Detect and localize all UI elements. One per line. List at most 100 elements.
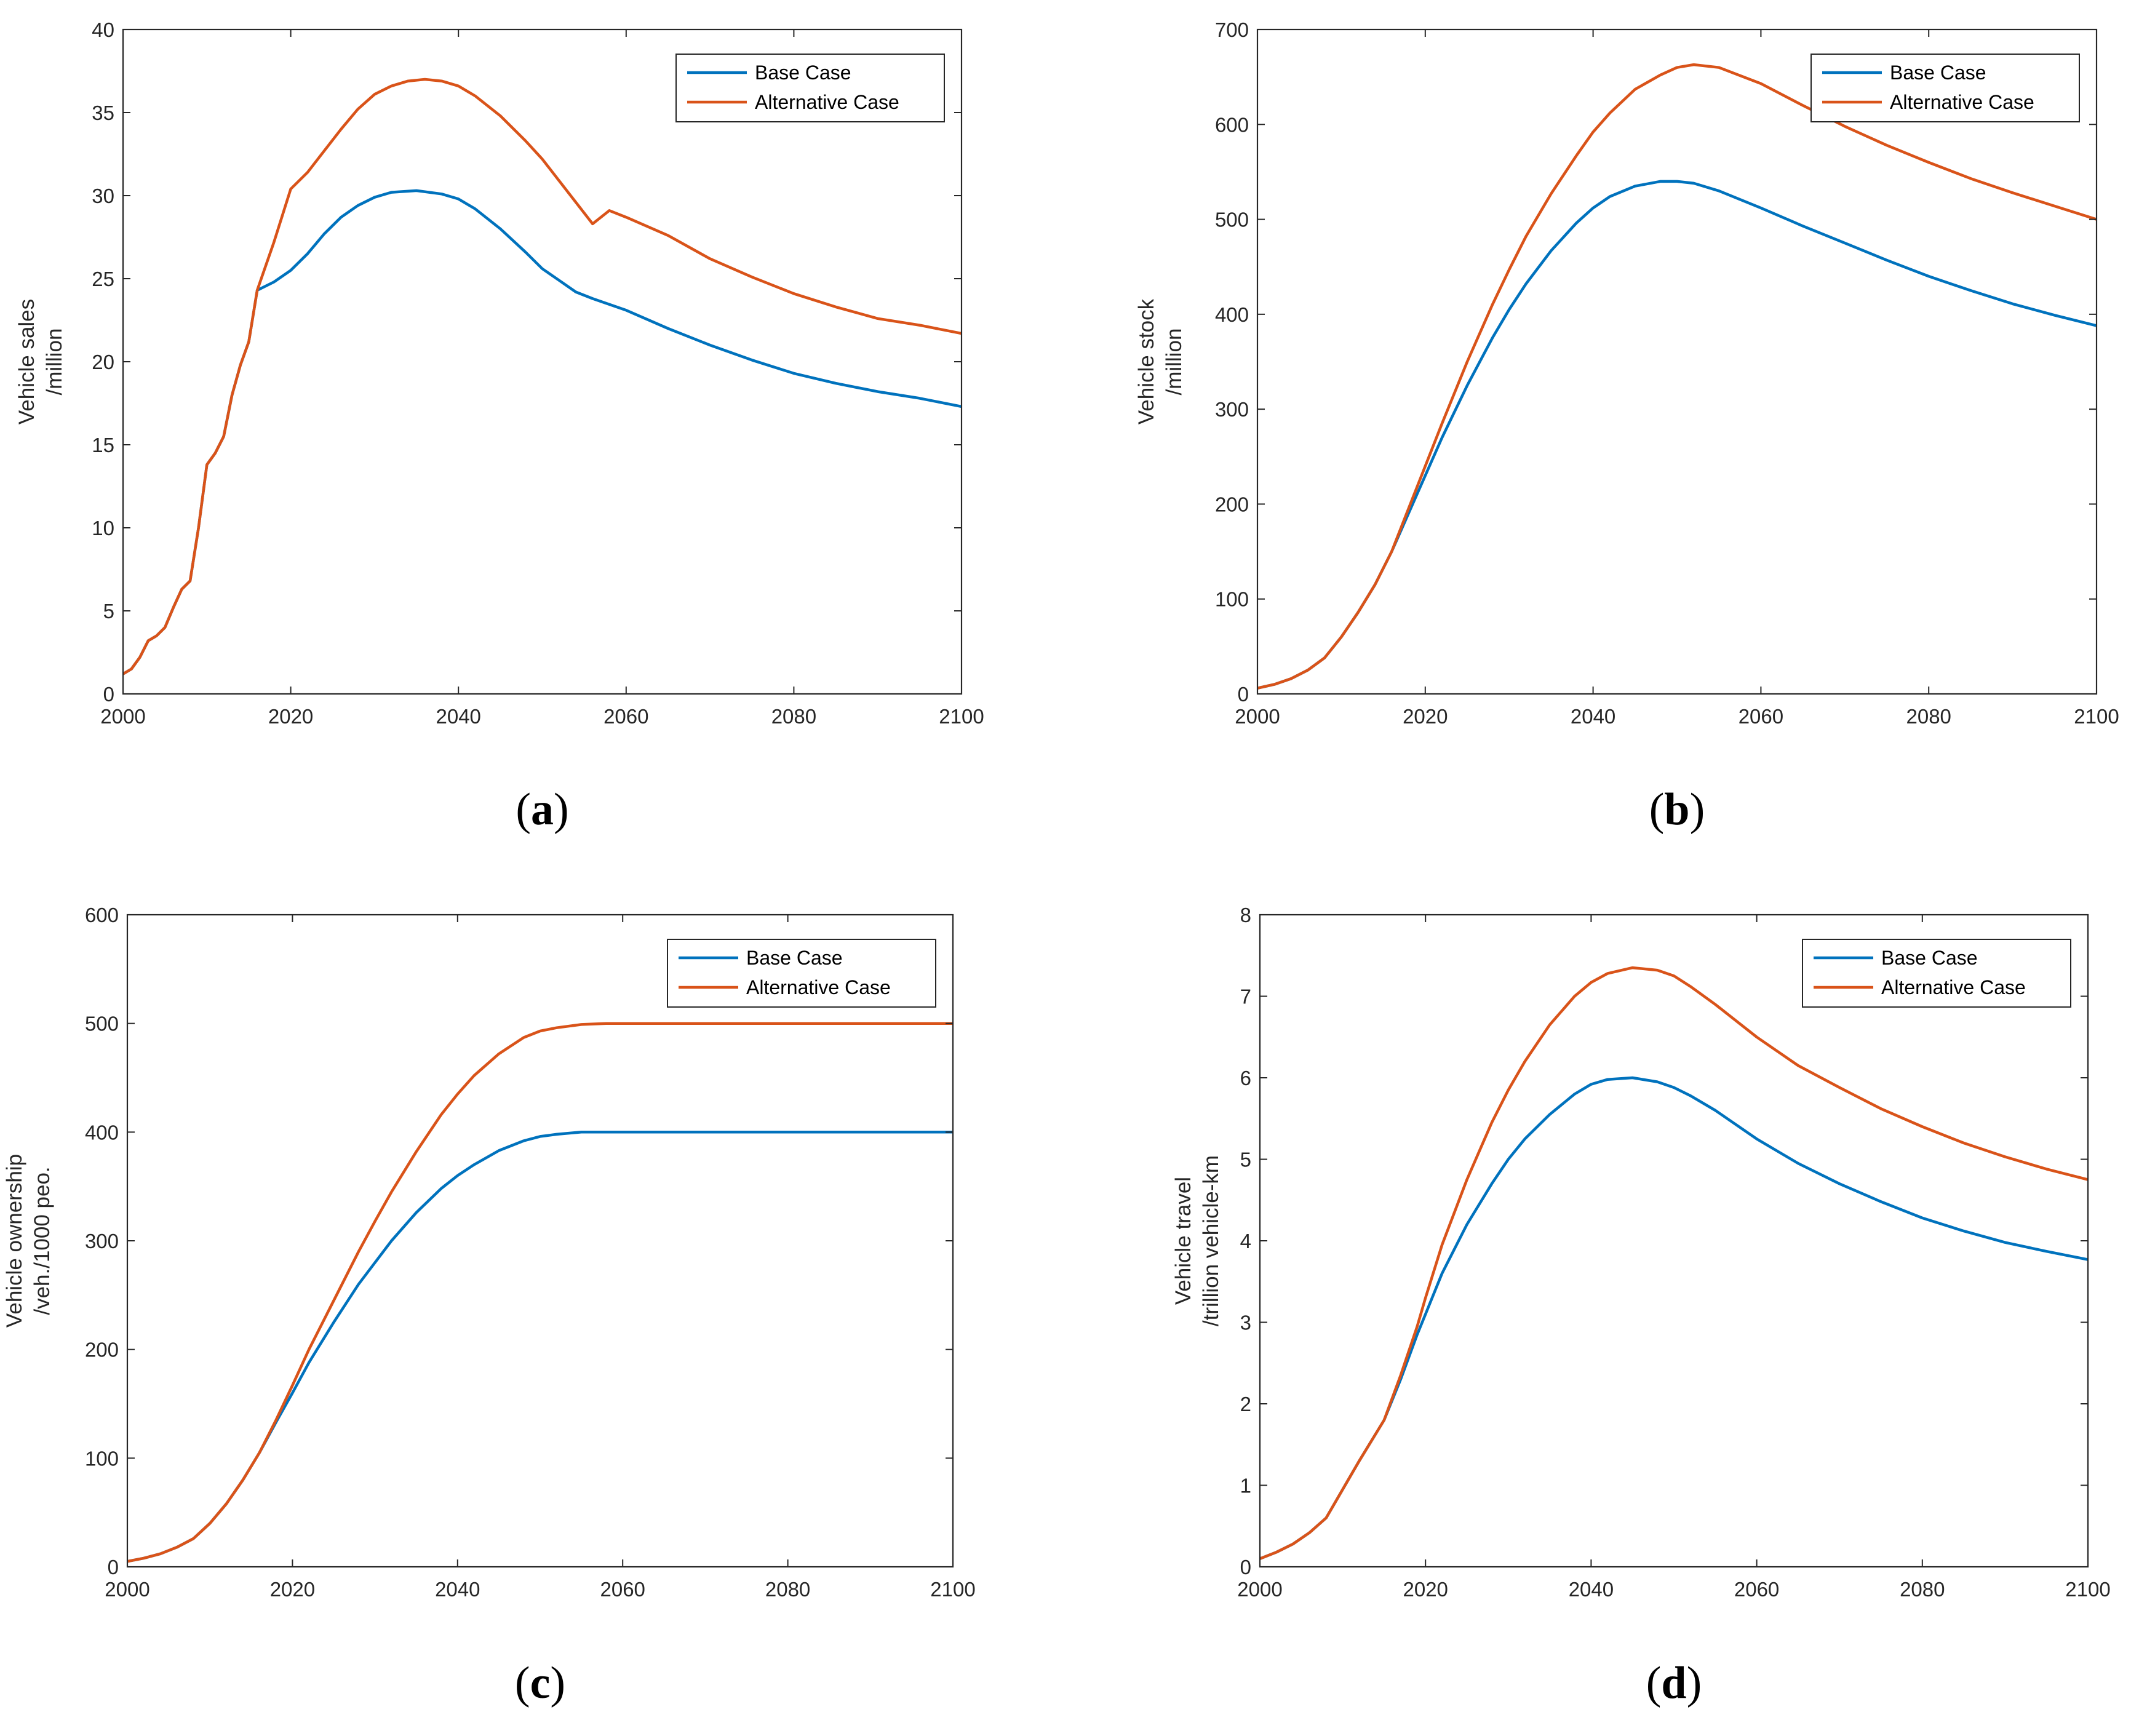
x-tick-label: 2040: [435, 1578, 480, 1601]
y-tick-label: 700: [1215, 18, 1249, 41]
legend-label-base-case: Base Case: [755, 62, 851, 84]
x-tick-label: 2060: [1739, 705, 1783, 728]
legend-box: [1810, 54, 2080, 122]
y-tick-label: 100: [1215, 588, 1249, 611]
x-tick-label: 2020: [1403, 705, 1448, 728]
x-tick-label: 2020: [270, 1578, 315, 1601]
y-tick-label: 3: [1240, 1312, 1251, 1334]
y-axis-label: Vehicle stock: [1134, 298, 1158, 424]
panel-label: (d): [1646, 1658, 1702, 1708]
x-tick-label: 2080: [765, 1578, 810, 1601]
x-tick-label: 2000: [105, 1578, 149, 1601]
y-tick-label: 200: [1215, 493, 1249, 516]
series-line-alternative-case: [1257, 63, 2097, 690]
legend-box: [667, 939, 936, 1008]
legend-box: [675, 54, 945, 122]
x-tick-label: 2080: [771, 705, 816, 728]
x-tick-label: 2020: [268, 705, 313, 728]
panel-label: (c): [515, 1658, 565, 1708]
x-tick-label: 2000: [100, 705, 145, 728]
legend: Base Case Alternative Case: [1802, 939, 2071, 1008]
panel-label: (b): [1649, 784, 1705, 835]
legend-label-alternative-case: Alternative Case: [1890, 91, 2034, 113]
panel-a-sales-chart: 2000 2020 2040 2060 2080 2100 0 5 10 15 20 25 30 35 40…: [15, 18, 984, 835]
panel-label-letter: c: [530, 1658, 551, 1708]
axes-frame: [1256, 28, 2098, 695]
panel-d-travel-chart: 2000 2020 2040 2060 2080 2100 0 1 2 3 4 5 6 7 8 Vehicle…: [1171, 904, 2111, 1708]
legend-label-base-case: Base Case: [1890, 62, 1986, 84]
y-tick-label: 1: [1240, 1475, 1251, 1497]
legend-label-base-case: Base Case: [746, 947, 843, 969]
y-tick-label: 25: [92, 268, 114, 290]
panel-label: (a): [516, 784, 568, 835]
legend-label-alternative-case: Alternative Case: [746, 976, 891, 998]
legend-label-base-case: Base Case: [1881, 947, 1978, 969]
x-tick-label: 2100: [930, 1578, 975, 1601]
y-tick-label: 0: [1238, 683, 1249, 706]
y-tick-label: 15: [92, 434, 114, 456]
x-tick-label: 2060: [600, 1578, 645, 1601]
y-tick-label: 8: [1240, 904, 1251, 926]
y-tick-label: 100: [85, 1447, 119, 1470]
y-axis-label: Vehicle travel: [1171, 1177, 1195, 1305]
panel-label-letter: d: [1661, 1658, 1686, 1708]
x-tick-label: 2040: [436, 705, 480, 728]
plot-area: [1257, 30, 2097, 694]
legend-label-alternative-case: Alternative Case: [755, 91, 899, 113]
x-tick-label: 2000: [1237, 1578, 1282, 1601]
panel-b-stock-chart: 2000 2020 2040 2060 2080 2100 0 100 200 300 400 500…: [1134, 18, 2119, 835]
x-tick-label: 2040: [1569, 1578, 1614, 1601]
x-tick-label: 2060: [603, 705, 648, 728]
y-tick-label: 0: [1240, 1556, 1251, 1579]
y-tick-label: 2: [1240, 1393, 1251, 1415]
x-tick-label: 2000: [1235, 705, 1280, 728]
legend: Base Case Alternative Case: [1810, 54, 2080, 122]
y-axis-label: Vehicle ownership: [2, 1154, 26, 1328]
y-tick-label: 300: [85, 1230, 119, 1252]
legend-box: [1802, 939, 2071, 1008]
y-axis-label: /veh./1000 peo.: [30, 1166, 54, 1315]
y-tick-label: 300: [1215, 398, 1249, 421]
legend-label-alternative-case: Alternative Case: [1881, 976, 2026, 998]
y-tick-label: 40: [92, 18, 114, 41]
y-tick-label: 5: [103, 600, 114, 623]
legend: Base Case Alternative Case: [667, 939, 936, 1008]
y-tick-label: 5: [1240, 1149, 1251, 1171]
plot-area: [123, 30, 962, 694]
y-tick-label: 200: [85, 1339, 119, 1361]
y-tick-label: 600: [85, 904, 119, 926]
y-tick-label: 400: [1215, 303, 1249, 326]
series-line-alternative-case: [1260, 966, 2088, 1560]
y-tick-label: 0: [108, 1556, 119, 1579]
x-tick-label: 2100: [939, 705, 984, 728]
y-tick-label: 30: [92, 185, 114, 207]
plot-area: [1260, 915, 2088, 1567]
y-axis-label: Vehicle sales: [15, 299, 39, 424]
x-tick-label: 2080: [1900, 1578, 1945, 1601]
x-tick-label: 2080: [1906, 705, 1951, 728]
panel-c-ownership-chart: 2000 2020 2040 2060 2080 2100 0 100 200 300 400 500…: [2, 904, 976, 1708]
plot-area: [127, 915, 953, 1567]
panel-label-letter: b: [1664, 784, 1689, 835]
y-tick-label: 20: [92, 351, 114, 373]
y-axis-label: /million: [42, 328, 66, 396]
y-tick-label: 500: [1215, 209, 1249, 231]
y-tick-label: 400: [85, 1121, 119, 1144]
x-tick-label: 2100: [2065, 1578, 2110, 1601]
x-tick-label: 2060: [1734, 1578, 1779, 1601]
y-tick-label: 35: [92, 102, 114, 124]
panel-label-letter: a: [531, 784, 554, 835]
y-tick-label: 500: [85, 1013, 119, 1035]
y-tick-label: 10: [92, 517, 114, 540]
legend: Base Case Alternative Case: [675, 54, 945, 122]
series-line-alternative-case: [127, 1022, 953, 1563]
y-tick-label: 7: [1240, 985, 1251, 1008]
y-tick-label: 0: [103, 683, 114, 706]
x-tick-label: 2020: [1403, 1578, 1448, 1601]
y-axis-label: /million: [1162, 328, 1186, 396]
y-axis-label: /trillion vehicle-km: [1199, 1155, 1223, 1326]
y-tick-label: 600: [1215, 113, 1249, 136]
x-tick-label: 2040: [1571, 705, 1615, 728]
x-tick-label: 2100: [2074, 705, 2119, 728]
